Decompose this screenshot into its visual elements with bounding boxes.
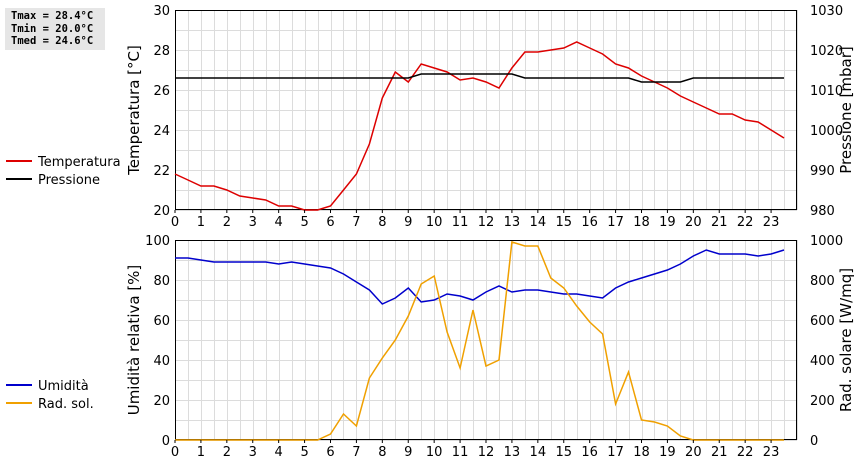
x-tick-label: 12: [478, 215, 495, 230]
x-tick-label: 1: [197, 215, 205, 230]
x-tick-label: 7: [352, 445, 360, 460]
y-left-tick-label: 0: [162, 434, 170, 449]
legend-label: Pressione: [38, 173, 100, 188]
x-tick-label: 22: [737, 215, 754, 230]
x-tick-label: 2: [223, 215, 231, 230]
stats-tmin: Tmin = 20.0°C: [11, 22, 94, 35]
x-tick-label: 19: [659, 215, 676, 230]
x-tick-label: 18: [633, 445, 650, 460]
x-tick-label: 15: [555, 215, 572, 230]
x-tick-label: 5: [300, 445, 308, 460]
y-left-tick-label: 60: [153, 314, 170, 329]
y-left-tick-label: 24: [153, 124, 170, 139]
legend-label: Umidità: [38, 379, 89, 394]
x-tick-label: 9: [404, 445, 412, 460]
x-tick-label: 13: [504, 215, 521, 230]
x-tick-label: 5: [300, 215, 308, 230]
y-right-tick-label: 990: [810, 164, 835, 179]
x-tick-label: 11: [452, 445, 469, 460]
stats-box: Tmax = 28.4°C Tmin = 20.0°C Tmed = 24.6°…: [5, 8, 105, 50]
x-tick-label: 10: [426, 215, 443, 230]
y-right-tick-label: 1020: [810, 44, 843, 59]
y-right-tick-label: 800: [810, 274, 835, 289]
x-tick-label: 0: [171, 445, 179, 460]
x-tick-label: 23: [763, 445, 780, 460]
x-tick-label: 21: [711, 215, 728, 230]
y-left-tick-label: 26: [153, 84, 170, 99]
x-tick-label: 23: [763, 215, 780, 230]
x-tick-label: 6: [326, 215, 334, 230]
x-tick-label: 9: [404, 215, 412, 230]
x-tick-label: 16: [581, 215, 598, 230]
x-tick-label: 15: [555, 445, 572, 460]
y-left-tick-label: 20: [153, 394, 170, 409]
series-line-umidit-: [175, 249, 785, 305]
series-line-temperatura: [174, 41, 785, 211]
y-left-tick-label: 22: [153, 164, 170, 179]
x-tick-label: 14: [530, 445, 547, 460]
y-right-tick-label: 200: [810, 394, 835, 409]
y-right-tick-label: 400: [810, 354, 835, 369]
x-tick-label: 8: [378, 445, 386, 460]
stats-tmax: Tmax = 28.4°C: [11, 10, 94, 22]
x-tick-label: 12: [478, 445, 495, 460]
series-line-pressione: [175, 73, 784, 83]
y-left-tick-label: 30: [153, 4, 170, 19]
x-tick-label: 17: [607, 215, 624, 230]
x-tick-label: 19: [659, 445, 676, 460]
y-right-tick-label: 980: [810, 204, 835, 219]
x-tick-label: 21: [711, 445, 728, 460]
y-right-tick-label: 1030: [810, 4, 843, 19]
x-tick-label: 0: [171, 215, 179, 230]
y-left-axis-title: Temperatura [°C]: [125, 45, 143, 176]
y-right-axis-title: Rad. solare [W/mq]: [837, 268, 855, 412]
x-tick-label: 20: [685, 215, 702, 230]
series-line-rad-sol-: [175, 241, 784, 441]
x-tick-label: 14: [530, 215, 547, 230]
x-tick-label: 10: [426, 445, 443, 460]
x-tick-label: 8: [378, 215, 386, 230]
x-tick-label: 6: [326, 445, 334, 460]
y-left-tick-label: 20: [153, 204, 170, 219]
y-left-tick-label: 100: [145, 234, 170, 249]
x-tick-label: 13: [504, 445, 521, 460]
y-right-axis-title: Pressione [mbar]: [837, 46, 855, 174]
x-tick-label: 16: [581, 445, 598, 460]
x-tick-label: 2: [223, 445, 231, 460]
x-tick-label: 22: [737, 445, 754, 460]
x-tick-label: 20: [685, 445, 702, 460]
y-left-tick-label: 80: [153, 274, 170, 289]
plot-frame: [175, 10, 797, 210]
y-right-tick-label: 1000: [810, 124, 843, 139]
x-tick-label: 17: [607, 445, 624, 460]
x-tick-label: 3: [249, 445, 257, 460]
stats-tmed: Tmed = 24.6°C: [11, 35, 94, 47]
legend-label: Temperatura: [37, 155, 121, 170]
y-left-tick-label: 40: [153, 354, 170, 369]
y-right-tick-label: 1000: [810, 234, 843, 249]
x-tick-label: 18: [633, 215, 650, 230]
y-left-axis-title: Umidità relativa [%]: [125, 265, 143, 416]
x-tick-label: 11: [452, 215, 469, 230]
x-tick-label: 3: [249, 215, 257, 230]
x-tick-label: 1: [197, 445, 205, 460]
x-tick-label: 4: [275, 445, 283, 460]
plot-frame: [175, 240, 797, 440]
y-left-tick-label: 28: [153, 44, 170, 59]
x-tick-label: 4: [275, 215, 283, 230]
y-right-tick-label: 600: [810, 314, 835, 329]
y-right-tick-label: 0: [810, 434, 818, 449]
legend-label: Rad. sol.: [38, 397, 94, 412]
y-right-tick-label: 1010: [810, 84, 843, 99]
x-tick-label: 7: [352, 215, 360, 230]
